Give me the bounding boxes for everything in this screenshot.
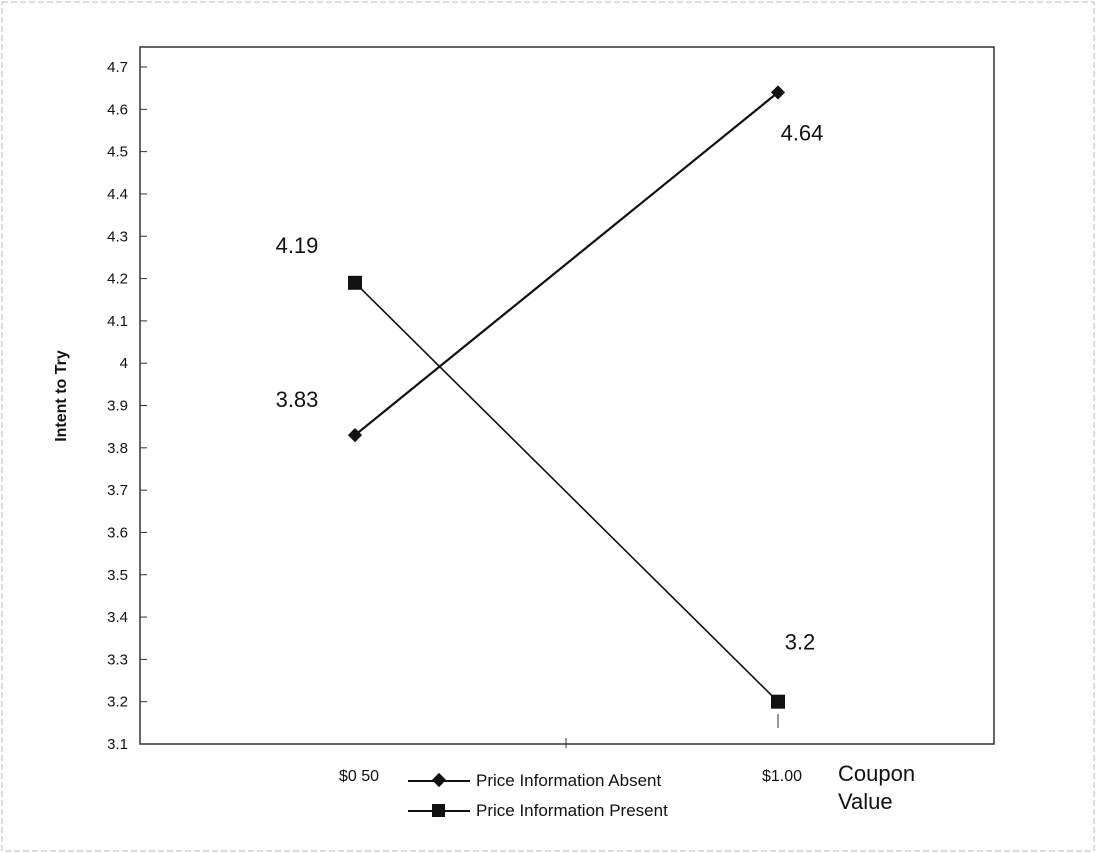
legend-item-absent: Price Information Absent <box>408 766 668 796</box>
data-label: 4.64 <box>781 120 824 145</box>
y-axis: 3.1 3.2 3.3 3.4 3.5 3.6 3.7 3.8 3.9 4 4.1 4.2 4.3 4.4… <box>107 59 147 753</box>
x-tick-label: $0 50 <box>339 768 379 785</box>
square-point <box>348 275 362 290</box>
y-tick-label: 4.2 <box>107 271 128 288</box>
square-marker-icon <box>408 801 470 821</box>
y-tick-label: 3.9 <box>107 398 128 415</box>
diamond-marker-icon <box>408 771 470 791</box>
series-line-2 <box>354 282 779 703</box>
data-label: 3.2 <box>785 630 816 655</box>
y-tick-label: 4 <box>120 355 128 372</box>
y-tick-label: 3.5 <box>107 567 128 584</box>
y-tick-label: 4.4 <box>107 186 128 203</box>
legend-label-present: Price Information Present <box>476 801 668 820</box>
y-tick-label: 4.6 <box>107 101 128 118</box>
x-axis-title: Coupon Value <box>838 760 915 816</box>
data-labels-layer: 3.83 4.64 4.19 3.2 <box>276 120 824 654</box>
y-tick-label: 4.1 <box>107 313 128 330</box>
y-tick-label: 3.1 <box>107 736 128 753</box>
legend-item-present: Price Information Present <box>408 796 668 826</box>
x-axis: $0 50 $1.00 <box>339 714 802 785</box>
y-tick-label: 4.7 <box>107 59 128 76</box>
y-tick-label: 3.8 <box>107 440 128 457</box>
diamond-point <box>347 428 363 443</box>
x-tick-label: $1.00 <box>762 768 802 785</box>
y-tick-label: 3.2 <box>107 694 128 711</box>
plot-area-frame <box>139 46 995 745</box>
series-layer <box>347 85 786 709</box>
x-axis-title-line-2: Value <box>838 789 893 814</box>
series-line-1 <box>354 91 779 436</box>
data-label: 4.19 <box>276 233 319 258</box>
y-tick-label: 4.3 <box>107 228 128 245</box>
square-point <box>771 694 785 709</box>
y-tick-label: 3.3 <box>107 651 128 668</box>
data-label: 3.83 <box>276 387 319 412</box>
y-axis-title: Intent to Try <box>53 350 70 442</box>
y-tick-label: 3.6 <box>107 524 128 541</box>
x-axis-title-line-1: Coupon <box>838 761 916 786</box>
legend: Price Information Absent Price Informati… <box>408 766 668 826</box>
y-tick-label: 3.4 <box>107 609 128 626</box>
y-tick-label: 3.7 <box>107 482 128 499</box>
diamond-point <box>770 85 786 100</box>
y-tick-label: 4.5 <box>107 144 128 161</box>
legend-label-absent: Price Information Absent <box>476 771 662 790</box>
